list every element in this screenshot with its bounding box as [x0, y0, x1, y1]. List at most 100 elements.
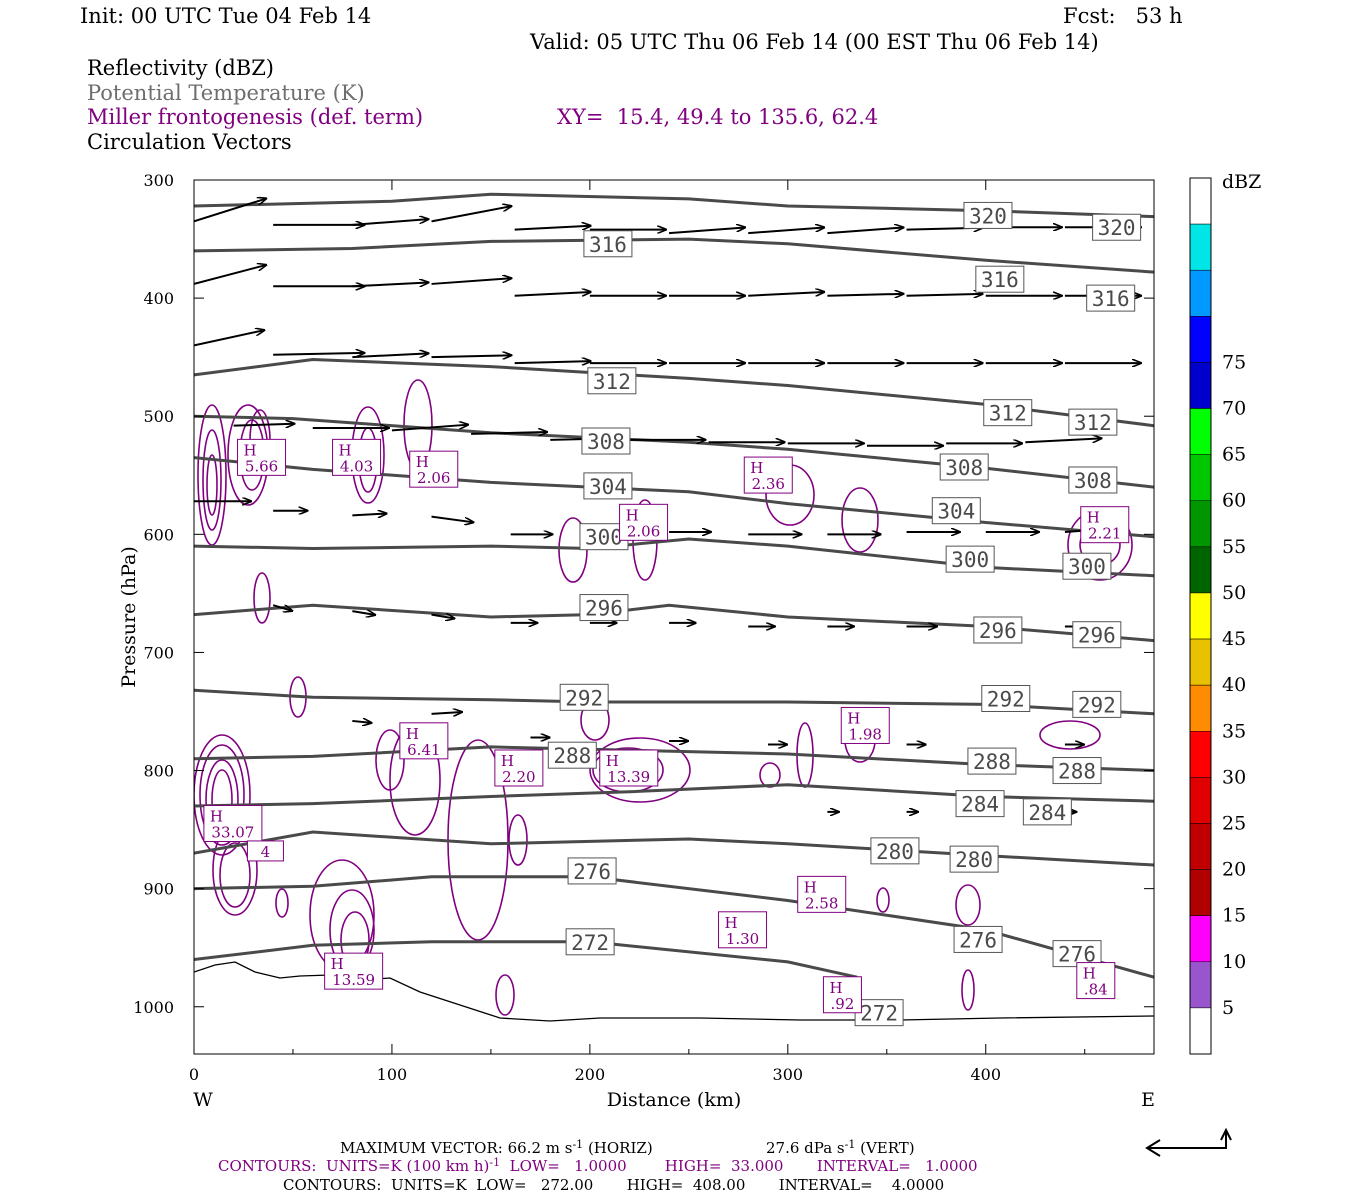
theta-label: 320 [1098, 216, 1136, 240]
theta-label-box [963, 201, 1013, 229]
theta-label: 312 [989, 402, 1027, 426]
forecast-hour: Fcst: 53 h [1063, 4, 1183, 28]
colorbar-unit: dBZ [1222, 171, 1261, 193]
field-potential-temperature: Potential Temperature (K) [87, 81, 365, 105]
circulation-vector [431, 355, 512, 357]
frontogenesis-max-box [332, 438, 382, 476]
circulation-vector [194, 199, 266, 223]
frontogenesis-max-box [237, 438, 287, 476]
frontogenesis-max-box [494, 749, 544, 787]
west-label: W [193, 1089, 213, 1111]
init-time: Init: 00 UTC Tue 04 Feb 14 [80, 4, 372, 28]
theta-label: 288 [973, 750, 1011, 774]
colorbar-swatch [1189, 961, 1212, 1009]
theta-label-box [559, 683, 609, 711]
colorbar-level-label: 60 [1222, 490, 1246, 512]
frontogenesis-max-box [619, 503, 669, 541]
theta-line-284 [194, 783, 1154, 808]
frontogenesis-max-value: 2.06 [627, 522, 660, 540]
circulation-vector [748, 292, 824, 297]
theta-line-316 [194, 237, 1154, 274]
colorbar-level-label: 65 [1222, 444, 1246, 466]
frontogenesis-max-box [840, 706, 890, 744]
frontogenesis-max-box [324, 952, 384, 990]
y-axis-title: Pressure (hPa) [118, 546, 140, 688]
colorbar-swatch [1189, 869, 1212, 916]
frontogenesis-max-value: 13.39 [607, 768, 650, 786]
theta-label: 300 [951, 548, 989, 572]
field-reflectivity: Reflectivity (dBZ) [87, 56, 275, 80]
colorbar-swatch [1189, 223, 1212, 271]
y-tick-label: 500 [143, 407, 174, 426]
theta-contour-info: CONTOURS: UNITS=K LOW= 272.00 HIGH= 408.… [283, 1176, 944, 1194]
colorbar-swatch [1189, 777, 1212, 824]
theta-label-box [567, 857, 617, 885]
x-axis: 0 100 200 300 400 [189, 180, 1086, 1084]
reference-vector-icon [1145, 1127, 1232, 1157]
x-tick-label: 400 [970, 1065, 1001, 1084]
theta-label-box [953, 925, 1003, 953]
colorbar-swatch [1189, 269, 1212, 317]
circulation-vector [352, 611, 375, 615]
colorbar-level-label: 75 [1222, 351, 1246, 373]
frontogenesis-max-value: 2.20 [502, 768, 535, 786]
frontogenesis-max-box [409, 450, 459, 488]
frontogenesis-max-value: 4.03 [340, 457, 373, 475]
theta-label: 288 [553, 744, 591, 768]
colorbar-level-label: 45 [1222, 628, 1246, 650]
circulation-vector [272, 604, 292, 611]
frontogenesis-max-value: .84 [1084, 981, 1108, 999]
frontogenesis-max-box [1076, 962, 1116, 1000]
theta-label: 304 [937, 500, 975, 524]
colorbar-swatch [1189, 546, 1212, 594]
circulation-vector [273, 353, 364, 355]
theta-label: 312 [593, 370, 631, 394]
circulation-vector [194, 330, 264, 347]
colorbar-level-label: 20 [1222, 859, 1246, 881]
y-tick-label: 900 [143, 880, 174, 899]
frontogenesis-max-marker: H [829, 979, 842, 997]
terrain-line [194, 961, 1154, 1022]
theta-label-box [949, 845, 999, 873]
frontogenesis-max-marker: H [804, 878, 817, 896]
frontogenesis-max-value: 4 [261, 843, 271, 861]
theta-label-box [870, 837, 920, 865]
theta-line-300 [194, 537, 1154, 578]
theta-label-box [1068, 408, 1118, 436]
theta-line-272 [194, 940, 858, 979]
circulation-vector [233, 424, 295, 426]
frontogenesis-max-marker: H [1083, 965, 1096, 983]
x-axis-title: Distance (km) [607, 1089, 742, 1111]
east-label: E [1141, 1089, 1155, 1111]
frontogenesis-max-value: 2.06 [417, 469, 450, 487]
theta-label-box [1072, 690, 1122, 718]
theta-label-box [565, 928, 615, 956]
colorbar-swatch [1189, 638, 1212, 686]
cross-section-endpoints: XY= 15.4, 49.4 to 135.6, 62.4 [557, 105, 879, 129]
frontogenesis-max-value: 1.98 [849, 725, 882, 743]
theta-label: 292 [565, 686, 603, 710]
colorbar-swatch [1189, 823, 1212, 870]
frontogenesis-max-value: 6.41 [407, 741, 440, 759]
frontogenesis-max-value: .92 [831, 995, 855, 1013]
theta-label-box [939, 453, 989, 481]
circulation-vector [827, 294, 903, 296]
frontogenesis-max-marker: H [1087, 509, 1100, 527]
colorbar-swatch [1189, 915, 1212, 963]
colorbar-level-label: 30 [1222, 766, 1246, 788]
theta-label-box [583, 230, 633, 258]
circulation-vector [431, 615, 455, 619]
colorbar-swatch [1189, 500, 1212, 548]
frontogenesis-max-box [1080, 506, 1130, 544]
theta-label-box [1072, 621, 1122, 649]
theta-label-box [581, 427, 631, 455]
colorbar-swatch [1189, 731, 1212, 778]
theta-label: 296 [979, 619, 1017, 643]
y-axis: 300 400 500 600 700 800 900 1000 [133, 171, 1154, 1017]
frontogenesis-max-marker: H [847, 709, 860, 727]
colorbar-level-label: 70 [1222, 398, 1246, 420]
frontogenesis-max-box [599, 749, 659, 787]
theta-line-296 [194, 603, 1154, 643]
